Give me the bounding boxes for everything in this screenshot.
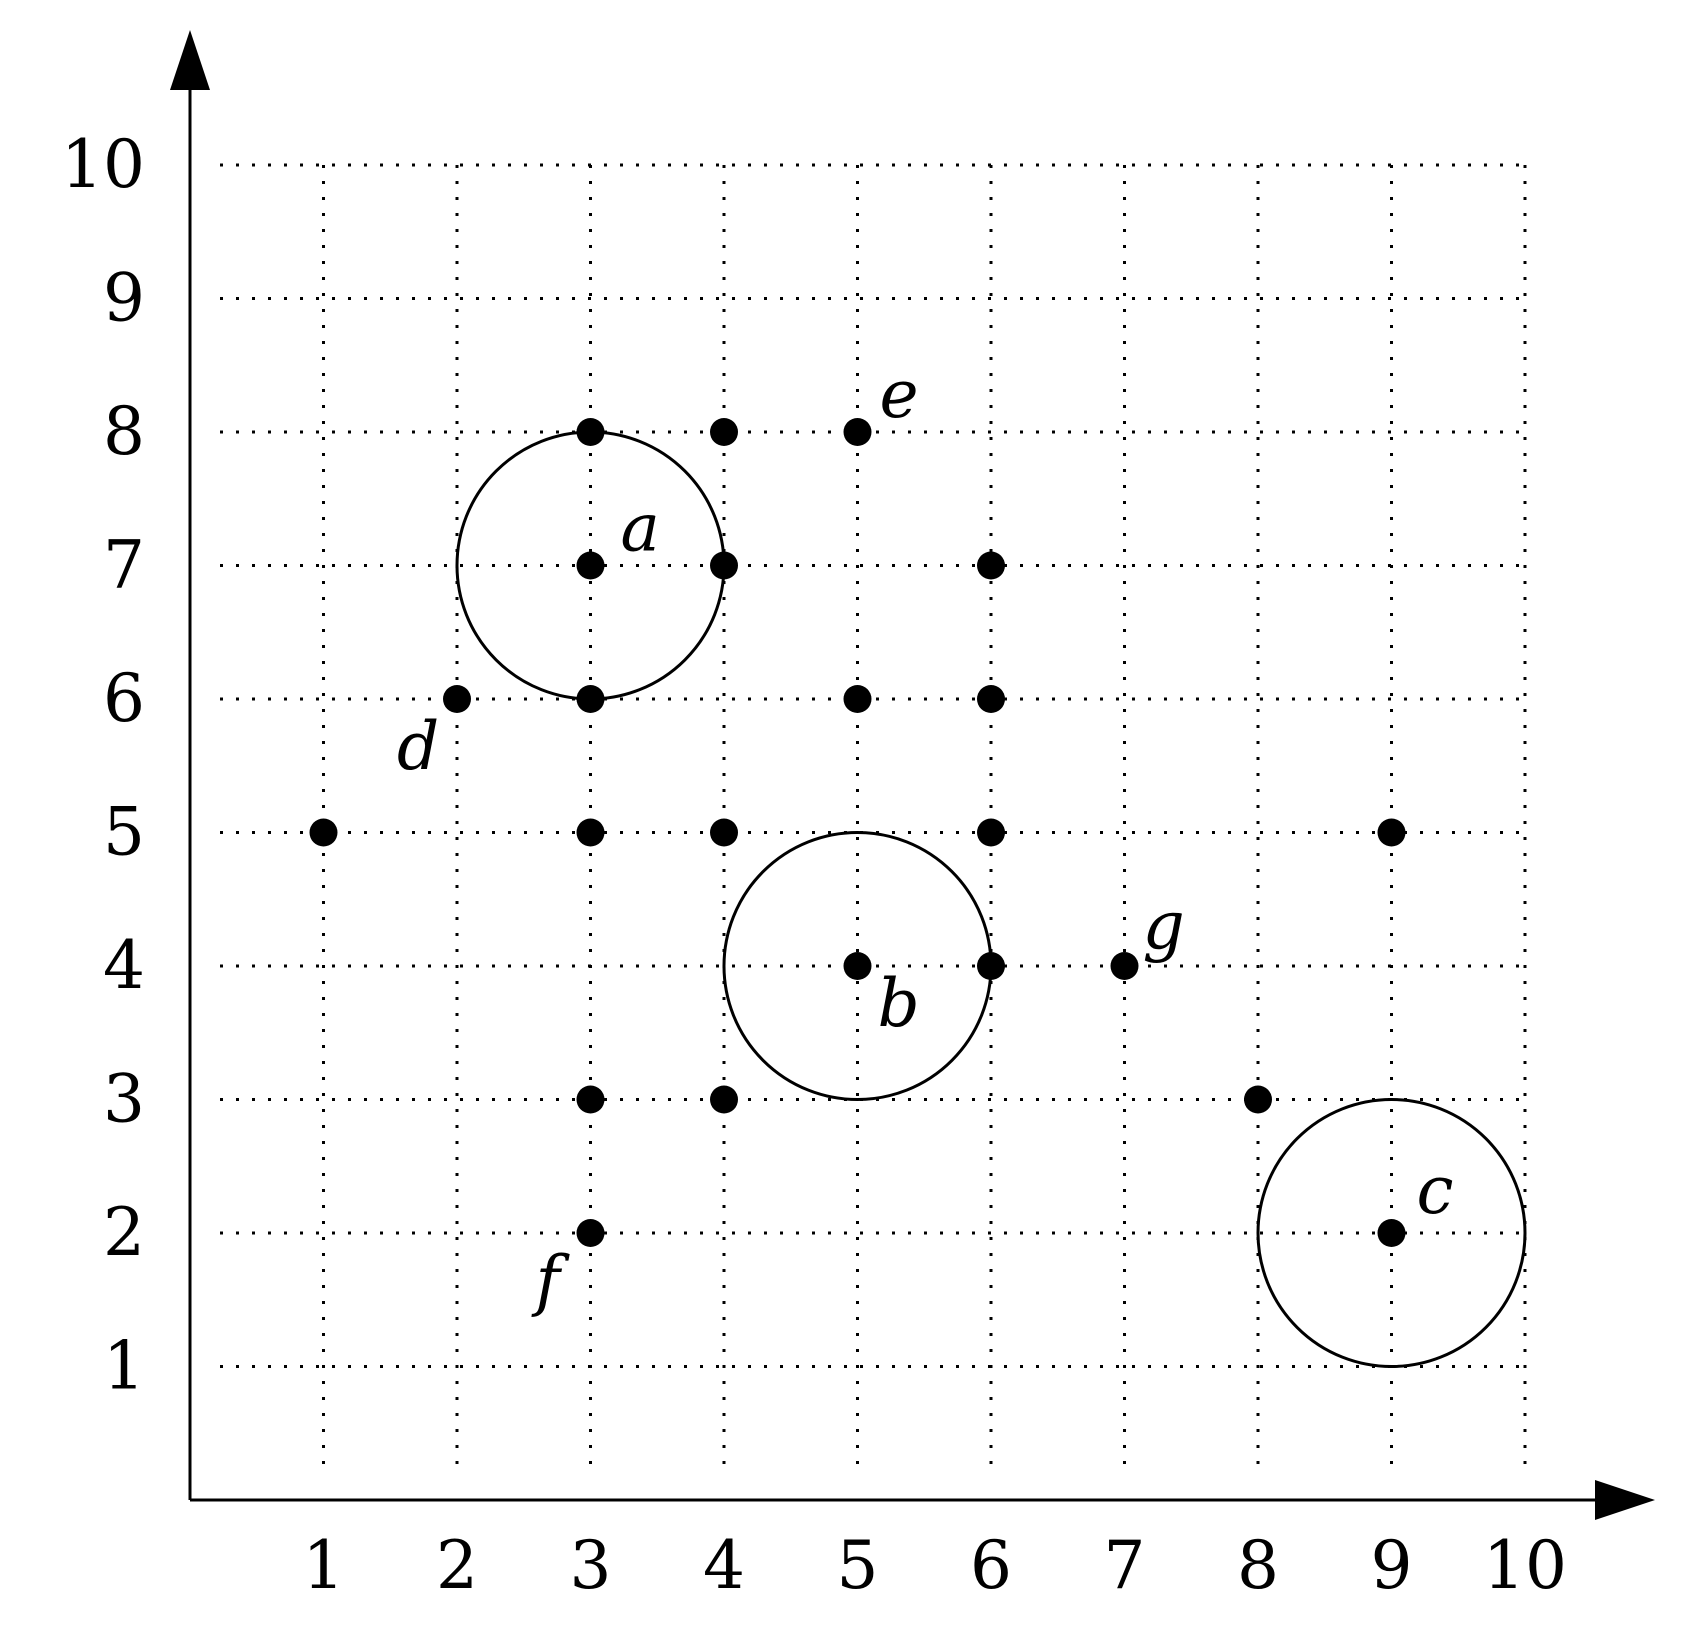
y-tick-label: 5 — [103, 794, 145, 871]
data-point — [710, 1085, 738, 1114]
data-point — [1377, 818, 1406, 847]
data-point — [1244, 1085, 1272, 1114]
y-tick-label: 1 — [103, 1328, 145, 1405]
data-point — [576, 1085, 605, 1114]
y-tick-label: 3 — [103, 1061, 145, 1138]
point-label-d: d — [397, 708, 439, 785]
data-point — [977, 551, 1005, 580]
x-tick-label: 5 — [837, 1527, 879, 1604]
data-point — [576, 1219, 605, 1247]
point-label-b: b — [878, 965, 920, 1042]
point-label-a: a — [621, 490, 660, 567]
y-tick-label: 7 — [103, 527, 145, 604]
neighborhood-circle — [1256, 1098, 1527, 1368]
x-tick-label: 4 — [703, 1527, 745, 1604]
y-tick-label: 9 — [103, 260, 145, 337]
x-tick-label: 7 — [1104, 1527, 1146, 1604]
axes — [170, 30, 1655, 1520]
x-tick-label: 1 — [303, 1527, 345, 1604]
data-point — [576, 818, 605, 847]
data-points — [309, 418, 1406, 1247]
tick-labels: 1 2 3 4 5 6 7 8 9 10 1 2 3 4 5 6 7 8 9 10 — [61, 126, 1567, 1604]
data-point — [843, 685, 872, 713]
x-tick-label: 3 — [570, 1527, 612, 1604]
data-point — [977, 685, 1005, 713]
data-point — [843, 418, 872, 446]
x-axis-arrow-icon — [1595, 1480, 1655, 1520]
data-point — [843, 952, 872, 980]
point-label-e: e — [880, 356, 919, 433]
grid — [220, 163, 1527, 1470]
data-point — [710, 418, 738, 446]
data-point — [576, 685, 605, 713]
point-label-f: f — [531, 1242, 571, 1319]
x-tick-label: 6 — [970, 1527, 1012, 1604]
point-label-g: g — [1143, 887, 1185, 964]
y-tick-label: 4 — [103, 927, 145, 1004]
data-point — [1110, 952, 1139, 980]
x-tick-label: 10 — [1483, 1527, 1567, 1604]
data-point — [576, 551, 605, 580]
data-point — [977, 952, 1005, 980]
data-point — [576, 418, 605, 446]
point-labels: e a d b g f c — [397, 356, 1453, 1319]
data-point — [443, 685, 471, 713]
y-tick-label: 2 — [103, 1194, 145, 1271]
data-point — [1377, 1219, 1406, 1247]
data-point — [710, 818, 738, 847]
y-tick-label: 8 — [103, 393, 145, 470]
y-axis-arrow-icon — [170, 30, 210, 90]
x-tick-label: 2 — [436, 1527, 478, 1604]
x-tick-label: 8 — [1237, 1527, 1279, 1604]
y-tick-label: 6 — [103, 660, 145, 737]
data-point — [710, 551, 738, 580]
x-tick-label: 9 — [1371, 1527, 1413, 1604]
data-point — [977, 818, 1005, 847]
point-label-c: c — [1417, 1152, 1454, 1229]
y-tick-label: 10 — [61, 126, 145, 203]
data-point — [309, 818, 338, 847]
